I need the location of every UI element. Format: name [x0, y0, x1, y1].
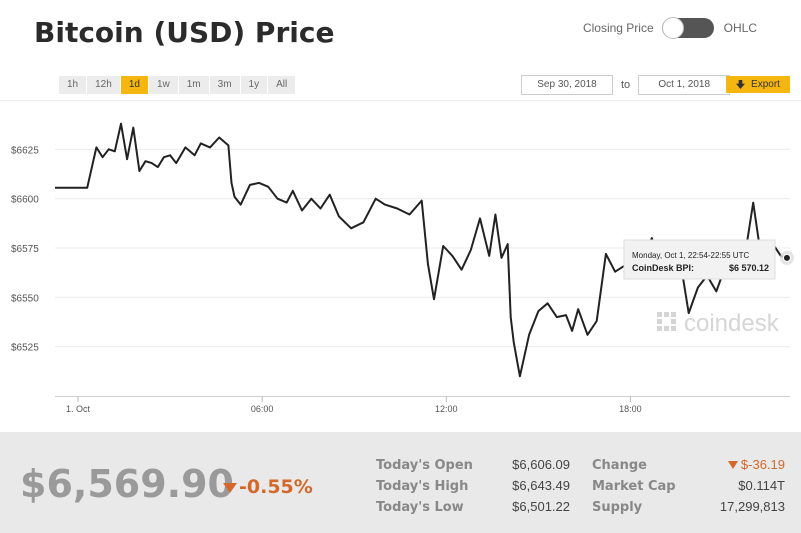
x-tick-label: 1. Oct: [66, 404, 91, 414]
tooltip-time: Monday, Oct 1, 22:54-22:55 UTC: [632, 251, 749, 260]
watermark-logo-square: [657, 312, 662, 317]
stat-row-open: Today's Open: [376, 454, 473, 475]
current-price: $6,569.90: [20, 462, 234, 506]
y-tick-label: $6550: [11, 293, 39, 304]
stats-left: Today's Open Today's High Today's Low: [376, 454, 473, 517]
range-button-12h[interactable]: 12h: [87, 76, 120, 94]
stat-value-change: $-36.19: [690, 454, 785, 475]
stat-label: Today's High: [376, 479, 469, 494]
stat-row-low: Today's Low: [376, 496, 473, 517]
tooltip-label: CoinDesk BPI:: [632, 263, 694, 273]
range-button-1m[interactable]: 1m: [178, 76, 209, 94]
range-button-1d[interactable]: 1d: [120, 76, 148, 94]
change-percent-value: -0.55%: [239, 476, 313, 498]
coindesk-watermark: coindesk: [657, 310, 780, 337]
price-mode-toggle-group: Closing Price OHLC: [582, 17, 757, 39]
stat-row-change: Change: [592, 454, 676, 475]
stat-value-market-cap: $0.114T: [738, 478, 785, 493]
stat-value-high: $6,643.49: [512, 478, 570, 493]
x-tick-label: 12:00: [435, 404, 458, 414]
watermark-logo-square: [671, 319, 676, 324]
range-button-1w[interactable]: 1w: [148, 76, 178, 94]
stat-label: Market Cap: [592, 479, 676, 494]
watermark-logo-square: [657, 326, 662, 331]
down-triangle-icon: [223, 482, 237, 493]
date-from-input[interactable]: Sep 30, 2018: [521, 75, 613, 95]
y-tick-label: $6525: [11, 343, 39, 354]
date-to-input[interactable]: Oct 1, 2018: [638, 75, 731, 95]
export-label: Export: [751, 79, 780, 90]
range-button-all[interactable]: All: [268, 76, 296, 94]
stat-value-open: $6,606.09: [512, 457, 570, 472]
range-button-3m[interactable]: 3m: [209, 76, 240, 94]
watermark-logo-square: [671, 326, 676, 331]
stat-row-market-cap: Market Cap: [592, 475, 676, 496]
stat-value-supply: 17,299,813: [719, 499, 785, 514]
closing-price-label: Closing Price: [582, 21, 654, 35]
down-triangle-icon: [727, 461, 738, 469]
time-range-selector: 1h 12h 1d 1w 1m 3m 1y All: [59, 76, 296, 94]
summary-panel: $6,569.90 -0.55% Today's Open Today's Hi…: [0, 432, 801, 533]
watermark-text: coindesk: [684, 310, 780, 337]
stat-label: Change: [592, 458, 647, 473]
stats-right-values: $-36.19 $0.114T 17,299,813: [690, 454, 785, 517]
tooltip-value: $6 570.12: [729, 263, 769, 273]
change-percent: -0.55%: [223, 476, 313, 498]
ohlc-label: OHLC: [723, 21, 757, 35]
x-tick-label: 18:00: [619, 404, 642, 414]
hover-marker: [782, 253, 791, 262]
stats-left-values: $6,606.09 $6,643.49 $6,501.22: [470, 454, 570, 517]
stat-value-low: $6,501.22: [512, 499, 570, 514]
watermark-logo-square: [664, 312, 669, 317]
download-arrow-icon: [736, 80, 746, 89]
range-button-1y[interactable]: 1y: [240, 76, 268, 94]
date-to-label: to: [621, 79, 631, 91]
stat-label: Supply: [592, 500, 643, 515]
price-tooltip: Monday, Oct 1, 22:54-22:55 UTC CoinDesk B…: [623, 239, 776, 280]
x-tick-label: 06:00: [251, 404, 274, 414]
price-mode-toggle[interactable]: [661, 17, 714, 39]
watermark-logo-square: [657, 319, 662, 324]
stat-row-high: Today's High: [376, 475, 473, 496]
stat-label: Today's Low: [376, 500, 464, 515]
tooltip-box: [623, 239, 776, 280]
y-tick-label: $6575: [11, 244, 39, 255]
y-tick-label: $6625: [11, 145, 39, 156]
price-chart[interactable]: $6625 $6600 $6575 $6550 $6525 1. Oct 06:00 12:0…: [0, 100, 801, 430]
export-button[interactable]: Export: [726, 76, 790, 93]
watermark-logo-square: [664, 326, 669, 331]
toggle-knob: [661, 17, 684, 39]
stats-right: Change Market Cap Supply: [592, 454, 676, 517]
y-tick-label: $6600: [11, 195, 39, 206]
stat-label: Today's Open: [376, 458, 473, 473]
watermark-logo-square: [671, 312, 676, 317]
page-title: Bitcoin (USD) Price: [34, 16, 335, 49]
date-range: Sep 30, 2018 to Oct 1, 2018: [521, 75, 731, 95]
stat-row-supply: Supply: [592, 496, 676, 517]
range-button-1h[interactable]: 1h: [59, 76, 87, 94]
change-value: $-36.19: [740, 457, 785, 472]
